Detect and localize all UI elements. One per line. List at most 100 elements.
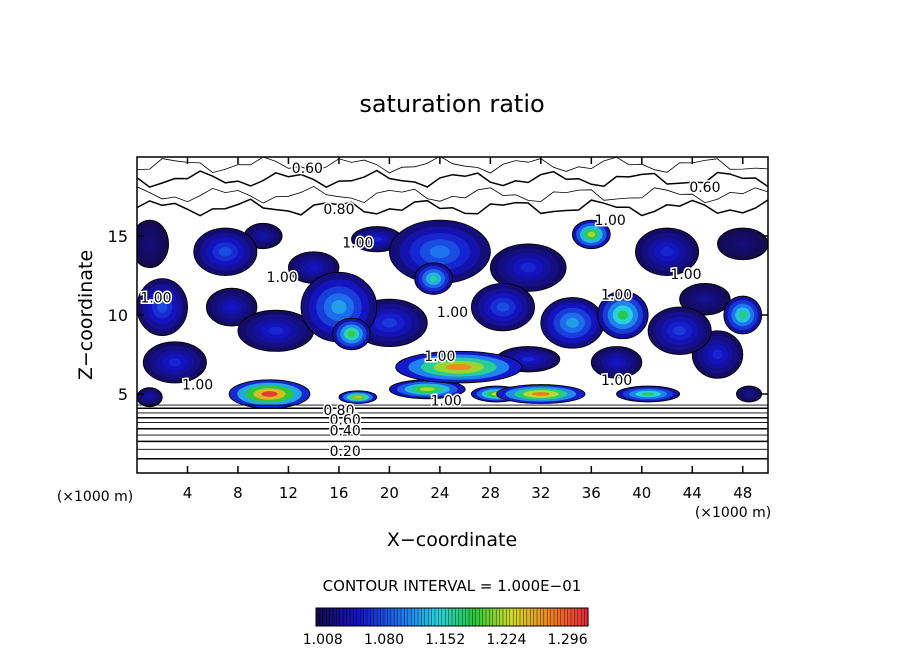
supersaturation-region: [723, 295, 763, 335]
colorbar-cell: [418, 608, 422, 626]
contour-1.00: [597, 290, 649, 340]
colorbar-cell: [319, 608, 324, 626]
x-tick-label: 40: [632, 484, 651, 502]
contour-1.00: [137, 387, 163, 408]
contour-label: 0.60: [689, 180, 720, 196]
contour-1.00: [590, 346, 643, 379]
x-axis-ticks: 4 8 12 16 20 24 28 32 36 40 44 48: [183, 157, 752, 502]
supersaturation-region: [388, 219, 491, 284]
supersaturation-region: [736, 385, 763, 403]
colorbar-cell: [455, 608, 460, 626]
colorbar-cell: [343, 608, 348, 626]
x-tick-label: 48: [733, 484, 752, 502]
contour-1.00: [395, 350, 523, 384]
contour-label: 1.00: [140, 291, 171, 307]
field-band: [660, 247, 674, 257]
colorbar-cell: [411, 608, 416, 626]
field-band: [566, 317, 579, 328]
contour-1.00: [205, 287, 258, 327]
field-band: [673, 326, 686, 336]
colorbar-cell: [367, 608, 371, 626]
x-axis-label: X−coordinate: [387, 529, 517, 551]
colorbar-cell: [445, 608, 450, 626]
x-tick-label: 8: [233, 484, 243, 502]
supersaturation-region: [395, 350, 523, 384]
contour-label: 0.80: [323, 202, 354, 218]
field-band: [226, 303, 237, 311]
colorbar-cell: [329, 608, 334, 626]
contour-1.00: [647, 306, 712, 355]
colorbar-cell: [390, 608, 395, 626]
colorbar-cell: [540, 608, 545, 626]
field-band: [371, 236, 382, 242]
colorbar-frame: [315, 607, 589, 627]
supersaturation-region: [635, 227, 700, 276]
colorbar-cell: [431, 608, 436, 626]
colorbar-cell: [509, 608, 514, 626]
colorbar-cell: [469, 608, 473, 626]
supersaturation-region: [647, 306, 712, 355]
field-band: [521, 356, 535, 362]
supersaturation-region: [388, 379, 466, 400]
colorbar-cell: [543, 608, 548, 626]
y-tick-label: 5: [118, 385, 128, 404]
x-unit-right: (×1000 m): [695, 505, 771, 521]
supersaturation-region: [571, 219, 611, 250]
contour-1.00: [470, 282, 535, 332]
contour-1.00: [691, 330, 744, 379]
chart-title: saturation ratio: [359, 90, 544, 118]
contour-1.00: [571, 219, 611, 250]
colorbar-cell: [380, 608, 385, 626]
contour-label: 1.00: [601, 287, 632, 303]
colorbar-cell: [533, 608, 538, 626]
colorbar-cell: [465, 608, 470, 626]
contour-1.00: [489, 243, 567, 292]
supersaturation-region: [332, 317, 371, 351]
colorbar-cell: [394, 608, 399, 626]
colorbar-cell: [404, 608, 409, 626]
field-band: [347, 330, 356, 338]
saturation-field: [137, 219, 768, 409]
colorbar-cell: [496, 608, 501, 626]
colorbar-cell: [350, 608, 354, 626]
field-band: [145, 239, 154, 249]
supersaturation-region: [137, 387, 163, 408]
contour-labels: 0.600.600.801.001.001.00 1.001.00 1.001.00…: [139, 160, 722, 462]
x-tick-label: 12: [279, 484, 298, 502]
field-band: [219, 247, 232, 257]
colorbar-cell: [503, 608, 507, 626]
contour-1.00: [679, 282, 731, 316]
field-band: [737, 240, 748, 248]
x-tick-label: 44: [683, 484, 702, 502]
supersaturation-region: [691, 330, 744, 379]
colorbar-cell: [421, 608, 426, 626]
contour-1.00: [137, 219, 169, 269]
y-tick-label: 15: [108, 227, 128, 246]
colorbar-cell: [336, 608, 341, 626]
field-band: [746, 392, 752, 396]
colorbar-cell: [373, 608, 378, 626]
colorbar-cell: [322, 608, 327, 626]
field-band: [429, 275, 438, 282]
contour-label: 1.00: [595, 213, 626, 229]
supersaturation-region: [228, 379, 311, 409]
contour-1.00: [142, 341, 207, 384]
supersaturation-region: [137, 219, 169, 269]
supersaturation-region: [470, 282, 535, 332]
contour-interval-label: CONTOUR INTERVAL = 1.000E−01: [323, 577, 582, 595]
supersaturation-region: [496, 384, 586, 404]
field-band: [617, 310, 628, 320]
colorbar-cell: [387, 608, 392, 626]
x-tick-label: 28: [481, 484, 500, 502]
colorbar-cell: [530, 608, 535, 626]
contour-label: 1.00: [601, 373, 632, 389]
field-band: [261, 391, 278, 397]
colorbar-cell: [326, 608, 331, 626]
supersaturation-region: [351, 226, 403, 253]
colorbar-cell: [523, 608, 528, 626]
colorbar-tick-label: 1.152: [425, 632, 465, 648]
field-band: [331, 300, 347, 315]
colorbar-cell: [377, 608, 382, 626]
supersaturation-region: [338, 390, 378, 404]
colorbar-cell: [356, 608, 361, 626]
